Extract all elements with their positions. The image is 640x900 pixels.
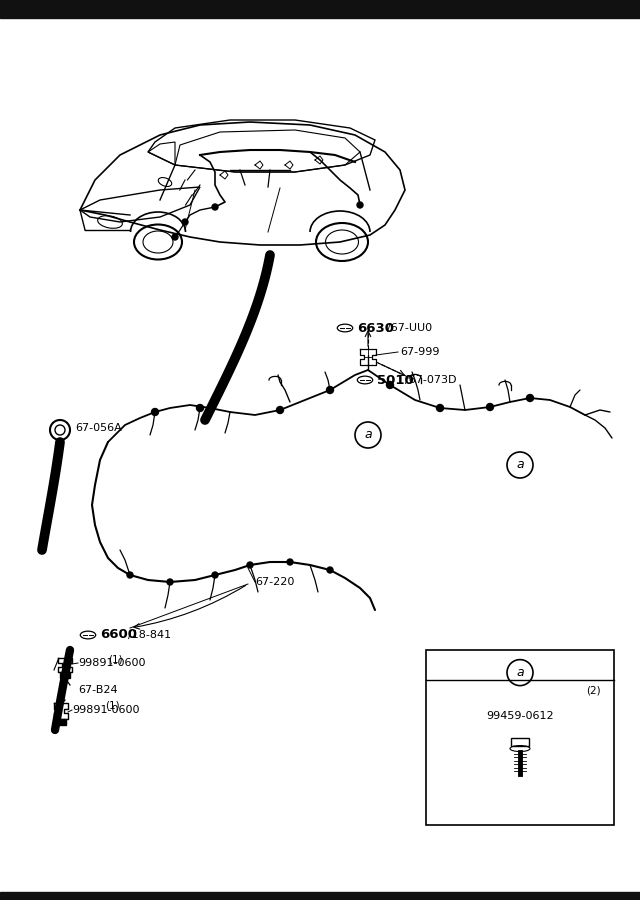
Circle shape [276, 407, 284, 413]
Circle shape [287, 559, 293, 565]
Circle shape [527, 394, 534, 401]
Text: 99459-0612: 99459-0612 [486, 712, 554, 722]
Circle shape [212, 572, 218, 578]
Text: 6600: 6600 [100, 628, 137, 642]
Text: 67-056A: 67-056A [75, 423, 122, 433]
Circle shape [182, 219, 188, 225]
Circle shape [212, 204, 218, 210]
Bar [56, 719, 66, 725]
Text: /18-841: /18-841 [128, 630, 171, 640]
Text: 67-B24: 67-B24 [78, 685, 118, 695]
Text: (1): (1) [105, 700, 120, 710]
Text: 67-999: 67-999 [400, 347, 440, 357]
Circle shape [167, 579, 173, 585]
Circle shape [436, 404, 444, 411]
Bar [426, 650, 614, 825]
Text: 6630: 6630 [357, 321, 394, 335]
Circle shape [172, 234, 178, 240]
Text: (2): (2) [586, 685, 601, 695]
Circle shape [152, 409, 159, 416]
Circle shape [127, 572, 133, 578]
Text: a: a [516, 458, 524, 472]
Text: a: a [516, 666, 524, 680]
Circle shape [196, 404, 204, 411]
Text: 67-220: 67-220 [255, 577, 294, 587]
Text: 99891-0600: 99891-0600 [78, 658, 145, 668]
Bar [0, 0, 640, 18]
Text: 5010: 5010 [377, 374, 413, 386]
Text: 99891-0600: 99891-0600 [72, 705, 140, 715]
Circle shape [357, 202, 363, 208]
Text: /67-UU0: /67-UU0 [387, 323, 432, 333]
Circle shape [486, 403, 493, 410]
Bar [60, 672, 70, 678]
Circle shape [387, 382, 394, 389]
Text: (1): (1) [108, 654, 123, 664]
Circle shape [326, 386, 333, 393]
Circle shape [327, 567, 333, 573]
Text: /67-073D: /67-073D [405, 375, 456, 385]
Text: a: a [364, 428, 372, 442]
Bar [511, 738, 529, 745]
Circle shape [247, 562, 253, 568]
Bar [0, 892, 640, 900]
